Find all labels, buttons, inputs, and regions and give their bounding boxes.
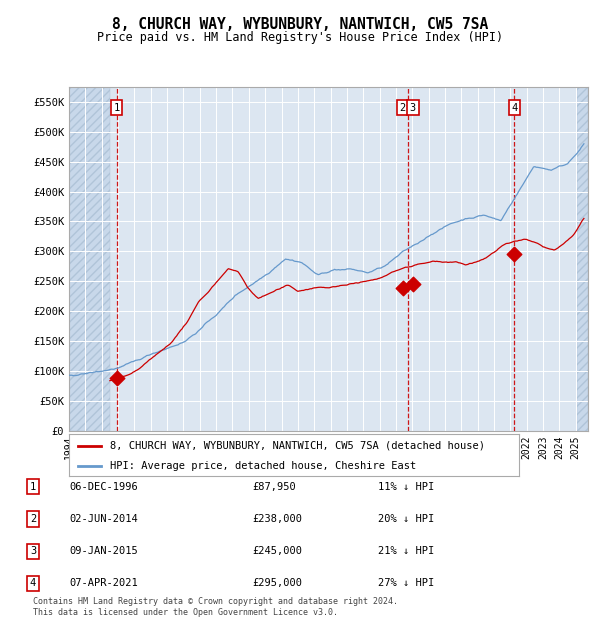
Text: 11% ↓ HPI: 11% ↓ HPI <box>378 482 434 492</box>
Text: 3: 3 <box>410 103 416 113</box>
Text: 07-APR-2021: 07-APR-2021 <box>69 578 138 588</box>
Text: 1: 1 <box>113 103 120 113</box>
Text: Contains HM Land Registry data © Crown copyright and database right 2024.
This d: Contains HM Land Registry data © Crown c… <box>33 598 398 617</box>
Text: 4: 4 <box>511 103 518 113</box>
Text: 06-DEC-1996: 06-DEC-1996 <box>69 482 138 492</box>
Text: 3: 3 <box>30 546 36 556</box>
Point <box>398 283 407 293</box>
Text: £238,000: £238,000 <box>252 514 302 524</box>
Text: 1: 1 <box>30 482 36 492</box>
Point <box>408 280 418 290</box>
Text: Price paid vs. HM Land Registry's House Price Index (HPI): Price paid vs. HM Land Registry's House … <box>97 31 503 44</box>
Text: 2: 2 <box>400 103 406 113</box>
Text: 4: 4 <box>30 578 36 588</box>
Text: 20% ↓ HPI: 20% ↓ HPI <box>378 514 434 524</box>
Text: 2: 2 <box>30 514 36 524</box>
Text: 8, CHURCH WAY, WYBUNBURY, NANTWICH, CW5 7SA (detached house): 8, CHURCH WAY, WYBUNBURY, NANTWICH, CW5 … <box>110 441 485 451</box>
Text: 09-JAN-2015: 09-JAN-2015 <box>69 546 138 556</box>
Text: £87,950: £87,950 <box>252 482 296 492</box>
Text: 27% ↓ HPI: 27% ↓ HPI <box>378 578 434 588</box>
Text: £295,000: £295,000 <box>252 578 302 588</box>
Text: HPI: Average price, detached house, Cheshire East: HPI: Average price, detached house, Ches… <box>110 461 416 471</box>
Text: 21% ↓ HPI: 21% ↓ HPI <box>378 546 434 556</box>
Text: 02-JUN-2014: 02-JUN-2014 <box>69 514 138 524</box>
Point <box>509 249 519 259</box>
Text: £245,000: £245,000 <box>252 546 302 556</box>
Text: 8, CHURCH WAY, WYBUNBURY, NANTWICH, CW5 7SA: 8, CHURCH WAY, WYBUNBURY, NANTWICH, CW5 … <box>112 17 488 32</box>
Point <box>112 373 121 383</box>
